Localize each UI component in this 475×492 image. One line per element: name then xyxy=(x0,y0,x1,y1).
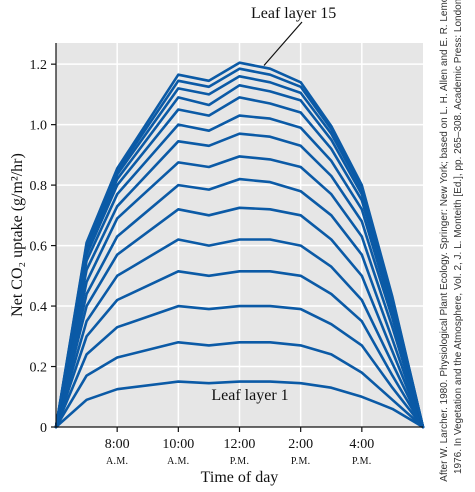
series-line-6 xyxy=(54,206,425,429)
x-tick-label: 10:00 xyxy=(162,437,194,452)
tick-labels: 0 0.2 0.4 0.6 0.8 1.0 1.2 8:00 A.M. 10:00 A.M. 12:0… xyxy=(30,58,375,467)
series-line-15 xyxy=(54,61,425,429)
y-tick-label: 0.6 xyxy=(30,240,48,255)
axes xyxy=(51,43,423,432)
y-axis-label: Net CO₂ uptake (g/m²/hr) xyxy=(9,153,26,317)
x-axis-label: Time of day xyxy=(201,469,279,486)
y-tick-label: 0.8 xyxy=(30,179,48,194)
annotation-leader-line xyxy=(263,21,303,66)
series-line-7 xyxy=(54,177,425,429)
x-tick-sublabel: A.M. xyxy=(106,456,128,467)
y-tick-label: 0.2 xyxy=(30,361,48,376)
x-tick-sublabel: P.M. xyxy=(230,456,250,467)
series-line-8 xyxy=(54,155,425,429)
x-tick-sublabel: A.M. xyxy=(167,456,189,467)
x-tick-label: 4:00 xyxy=(349,437,374,452)
credit-line-1: After W. Larcher. 1980. Physiological Pl… xyxy=(439,0,450,482)
series-line-1 xyxy=(54,380,425,429)
series-line-2 xyxy=(54,340,425,429)
annotation-leaf-layer-15: Leaf layer 15 xyxy=(251,5,336,22)
x-tick-sublabel: P.M. xyxy=(291,456,311,467)
series-line-4 xyxy=(54,269,425,429)
series-line-11 xyxy=(54,96,425,429)
series-line-5 xyxy=(54,238,425,429)
series-line-3 xyxy=(54,304,425,429)
series-group xyxy=(54,61,425,429)
y-tick-label: 1.2 xyxy=(30,58,48,73)
annotation-leaf-layer-1: Leaf layer 1 xyxy=(211,387,288,404)
x-tick-label: 8:00 xyxy=(105,437,130,452)
series-line-10 xyxy=(54,114,425,429)
y-tick-label: 0.4 xyxy=(30,300,48,315)
credit-line-2: 1976. In Vegetation and the Atmosphere, … xyxy=(453,0,464,474)
series-line-9 xyxy=(54,132,425,429)
x-tick-sublabel: P.M. xyxy=(352,456,372,467)
y-tick-label: 1.0 xyxy=(30,119,48,134)
y-tick-label: 0 xyxy=(40,421,47,436)
x-tick-label: 2:00 xyxy=(288,437,313,452)
x-tick-label: 12:00 xyxy=(224,437,256,452)
